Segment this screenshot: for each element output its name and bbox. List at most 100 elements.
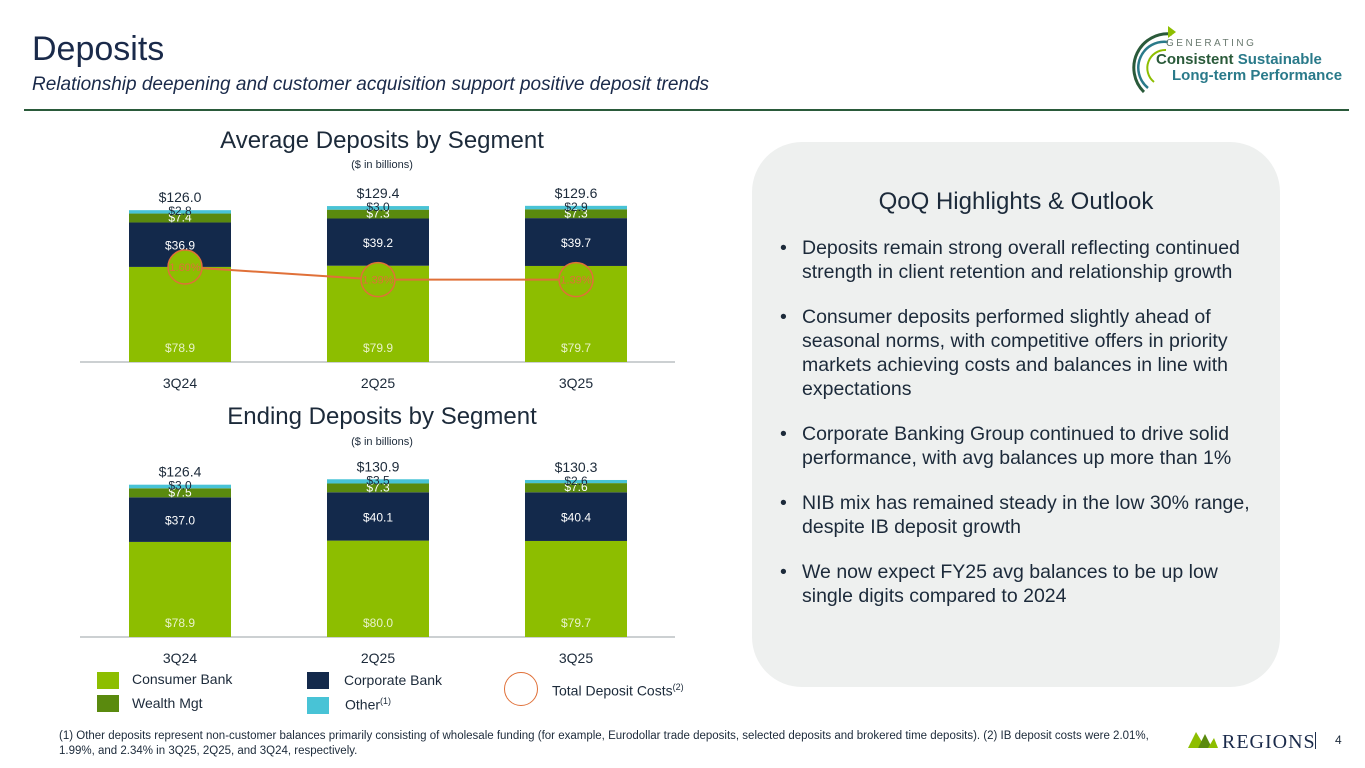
data-label-corporate: $39.2 — [363, 236, 393, 250]
legend-cost-marker — [504, 672, 538, 706]
data-label-wealth: $7.6 — [564, 480, 588, 494]
bar-total-label: $129.4 — [357, 185, 400, 201]
cost-label: 1.39% — [362, 275, 393, 287]
bar-total-label: $129.6 — [555, 185, 598, 201]
x-tick-label: 3Q24 — [163, 650, 197, 666]
bar-consumer-2Q25 — [327, 540, 429, 637]
bar-total-label: $130.3 — [555, 459, 598, 475]
page-title: Deposits — [32, 30, 165, 68]
end-chart-title: Ending Deposits by Segment — [227, 403, 537, 430]
bar-other-3Q25 — [525, 205, 627, 210]
bar-wealth-2Q25 — [327, 209, 429, 219]
bar-total-label: $126.4 — [159, 464, 202, 480]
bar-wealth-3Q25 — [525, 209, 627, 219]
bar-corporate-3Q24 — [129, 497, 231, 542]
header-divider — [24, 109, 1349, 111]
legend-cost-footnote-ref: (2) — [672, 682, 684, 692]
data-label-consumer: $79.7 — [561, 616, 591, 630]
x-tick-label: 2Q25 — [361, 375, 395, 391]
bar-other-3Q24 — [129, 210, 231, 214]
data-label-corporate: $40.4 — [561, 511, 591, 525]
bar-corporate-3Q25 — [525, 218, 627, 266]
cost-point — [167, 249, 203, 285]
avg-deposits-chart: $78.9 $36.9 $7.4$2.8$126.0 3Q24 $79.9 $39.2 $7… — [80, 185, 675, 391]
data-label-wealth: $7.3 — [564, 206, 588, 220]
cost-point — [558, 261, 594, 298]
brand-generating: GENERATING — [1166, 38, 1257, 49]
data-label-other: $2.6 — [564, 474, 588, 488]
avg-chart-unit: ($ in billions) — [351, 159, 413, 171]
legend-corporate-swatch — [307, 672, 329, 689]
highlight-bullet: Deposits remain strong overall reflectin… — [776, 236, 1256, 284]
bar-corporate-3Q25 — [525, 492, 627, 541]
data-label-other: $3.0 — [168, 479, 192, 493]
regions-logo-icon — [1188, 732, 1218, 748]
highlight-bullet: Consumer deposits performed slightly ahe… — [776, 305, 1256, 401]
x-tick-label: 2Q25 — [361, 650, 395, 666]
bar-total-label: $126.0 — [159, 189, 202, 205]
legend-corporate-label: Corporate Bank — [344, 672, 443, 688]
cost-label: 1.60% — [169, 262, 200, 274]
x-tick-label: 3Q25 — [559, 375, 593, 391]
data-label-wealth: $7.3 — [366, 207, 390, 221]
end-chart-unit: ($ in billions) — [351, 436, 413, 448]
bar-other-2Q25 — [327, 479, 429, 484]
bar-wealth-3Q25 — [525, 483, 627, 493]
legend-cost-text: Total Deposit Costs — [552, 682, 673, 699]
data-label-corporate: $40.1 — [363, 510, 393, 524]
brand-arcs-icon — [1132, 26, 1176, 94]
data-label-consumer: $79.7 — [561, 341, 591, 355]
bar-wealth-3Q24 — [129, 488, 231, 498]
data-label-consumer: $79.9 — [363, 341, 393, 355]
bar-wealth-3Q24 — [129, 213, 231, 223]
bar-corporate-2Q25 — [327, 218, 429, 266]
data-label-other: $2.8 — [168, 204, 192, 218]
data-label-corporate: $37.0 — [165, 514, 195, 528]
page-subtitle: Relationship deepening and customer acqu… — [32, 74, 710, 95]
legend-cost-label: Total Deposit Costs(2) — [552, 682, 684, 699]
bar-consumer-3Q24 — [129, 541, 231, 637]
data-label-wealth: $7.4 — [168, 211, 192, 225]
x-tick-label: 3Q24 — [163, 375, 197, 391]
bar-other-3Q25 — [525, 479, 627, 484]
bar-wealth-2Q25 — [327, 483, 429, 493]
legend-other-swatch — [307, 697, 329, 714]
end-deposits-chart: $78.9 $37.0 $7.5$3.0$126.4 3Q24 $80.0 $40.1 $7… — [80, 458, 675, 666]
x-tick-label: 3Q25 — [559, 650, 593, 666]
highlight-bullet: Corporate Banking Group continued to dri… — [776, 422, 1256, 470]
data-label-corporate: $39.7 — [561, 236, 591, 250]
highlight-bullet: NIB mix has remained steady in the low 3… — [776, 491, 1256, 539]
brand-line-1: Consistent Sustainable — [1156, 51, 1322, 68]
highlights-title: QoQ Highlights & Outlook — [878, 188, 1154, 215]
avg-chart-title: Average Deposits by Segment — [220, 127, 544, 154]
cost-point — [360, 261, 396, 298]
brand-consistent: Consistent — [1156, 51, 1234, 68]
legend-other-label: Other(1) — [345, 696, 391, 713]
bar-consumer-3Q25 — [525, 540, 627, 637]
data-label-consumer: $78.9 — [165, 616, 195, 630]
bar-corporate-2Q25 — [327, 492, 429, 541]
bar-other-2Q25 — [327, 206, 429, 210]
legend-wealth-swatch — [97, 695, 119, 712]
data-label-corporate: $36.9 — [165, 239, 195, 253]
data-label-consumer: $80.0 — [363, 616, 393, 630]
brand-line-2: Long-term Performance — [1172, 67, 1343, 84]
data-label-wealth: $7.5 — [168, 485, 192, 499]
page-number: 4 — [1335, 733, 1342, 747]
cost-label: 1.39% — [560, 275, 591, 287]
data-label-consumer: $78.9 — [165, 341, 195, 355]
legend-consumer-label: Consumer Bank — [132, 671, 233, 687]
data-label-other: $3.0 — [366, 200, 390, 214]
footer-divider — [1315, 732, 1316, 749]
highlight-bullet: We now expect FY25 avg balances to be up… — [776, 560, 1256, 608]
bar-other-3Q24 — [129, 484, 231, 489]
highlights-list: Deposits remain strong overall reflectin… — [776, 236, 1256, 629]
legend-other-footnote-ref: (1) — [380, 696, 392, 706]
legend-consumer-swatch — [97, 672, 119, 689]
legend-wealth-label: Wealth Mgt — [132, 695, 203, 711]
footnote: (1) Other deposits represent non-custome… — [59, 730, 1149, 757]
data-label-other: $2.9 — [564, 200, 588, 214]
data-label-wealth: $7.3 — [366, 480, 390, 494]
bar-total-label: $130.9 — [357, 458, 400, 474]
brand-sustainable: Sustainable — [1237, 51, 1322, 68]
